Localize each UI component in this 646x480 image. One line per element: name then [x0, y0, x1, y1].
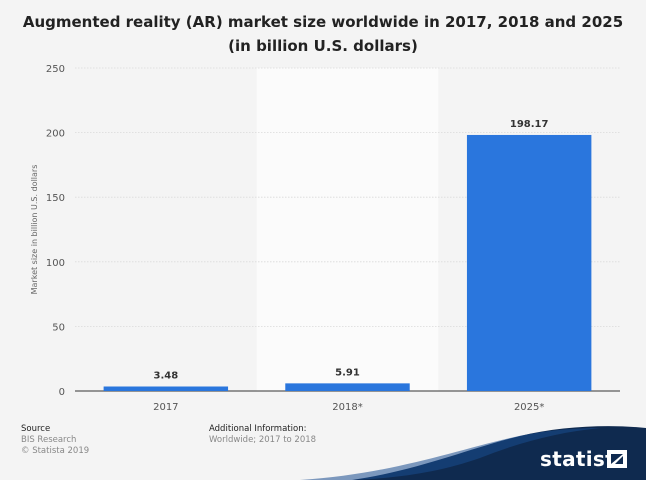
x-tick-label: 2018* — [332, 402, 362, 413]
bars — [103, 134, 592, 391]
y-axis-label: Market size in billion U.S. dollars — [30, 165, 39, 295]
bar-2025[interactable] — [466, 134, 592, 391]
additional-info-heading: Additional Information: — [209, 424, 307, 434]
value-label: 5.91 — [335, 367, 360, 378]
additional-info-line: Worldwide; 2017 to 2018 — [209, 435, 317, 445]
source-line[interactable]: BIS Research — [21, 435, 77, 445]
chart-title: Augmented reality (AR) market size world… — [22, 13, 624, 55]
y-tick-label: 100 — [46, 258, 65, 269]
source-heading: Source — [21, 424, 51, 434]
x-tick-label: 2017 — [153, 402, 178, 413]
source-block: Source BIS Research © Statista 2019 — [21, 424, 89, 457]
y-tick-label: 200 — [46, 129, 65, 140]
statista-logo-icon — [607, 450, 627, 468]
value-label: 3.48 — [153, 371, 178, 382]
y-tick-label: 250 — [46, 64, 65, 75]
value-label: 198.17 — [510, 119, 549, 130]
bar-2018[interactable] — [285, 383, 410, 391]
y-tick-labels: 0 50 100 150 200 250 — [46, 64, 65, 398]
value-labels: 3.48 5.91 198.17 — [153, 119, 548, 382]
y-tick-label: 150 — [46, 193, 65, 204]
highlight-band — [256, 68, 439, 391]
x-tick-labels: 2017 2018* 2025* — [153, 402, 544, 413]
additional-info-block: Additional Information: Worldwide; 2017 … — [209, 424, 316, 446]
copyright-line: © Statista 2019 — [21, 446, 90, 456]
y-tick-label: 0 — [59, 387, 65, 398]
x-tick-label: 2025* — [514, 402, 544, 413]
bar-2017[interactable] — [103, 386, 229, 391]
y-tick-label: 50 — [52, 322, 65, 333]
